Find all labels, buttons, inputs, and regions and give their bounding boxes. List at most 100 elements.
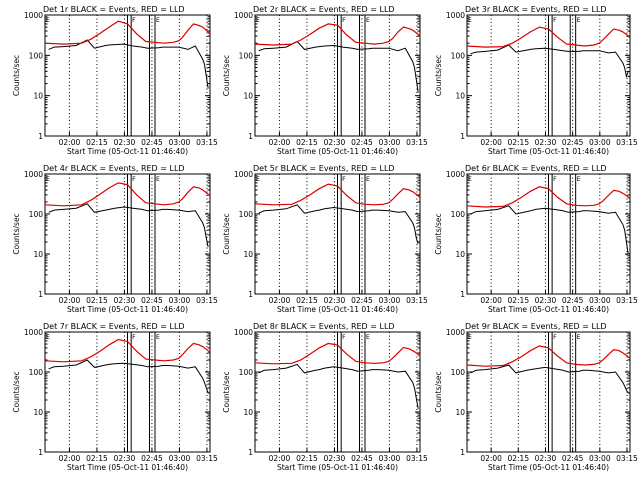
flag-label: F xyxy=(342,176,346,183)
x-tick-label: 02:45 xyxy=(562,454,584,463)
y-tick-label: 100 xyxy=(451,51,466,60)
events-series-line xyxy=(470,205,629,255)
x-tick-label: 02:00 xyxy=(480,454,502,463)
lld-series-line xyxy=(44,182,211,207)
plot-frame xyxy=(44,173,211,295)
detector-panel: Det 4r BLACK = Events, RED = LLD F E E 1 10 10… xyxy=(12,164,218,314)
x-tick-label: 03:15 xyxy=(406,454,428,463)
detector-panel: Det 5r BLACK = Events, RED = LLD F E E 1 10 10… xyxy=(222,164,428,314)
panel-title: Det 5r BLACK = Events, RED = LLD xyxy=(253,164,395,173)
events-series-line xyxy=(48,203,209,248)
y-tick-label: 1 xyxy=(248,290,253,299)
events-series-line xyxy=(48,39,209,89)
lld-series-line xyxy=(254,23,421,46)
detector-panel: Det 7r BLACK = Events, RED = LLD F E E 1 10 10… xyxy=(12,322,218,472)
y-tick-label: 10 xyxy=(243,92,253,101)
events-series-line xyxy=(258,204,419,244)
lld-series-line xyxy=(466,345,631,367)
x-tick-label: 02:15 xyxy=(296,296,318,305)
flag-label: E xyxy=(577,334,581,341)
y-tick-label: 1 xyxy=(460,290,465,299)
y-tick-label: 1000 xyxy=(446,328,465,337)
x-axis-label: Start Time (05-Oct-11 01:46:40) xyxy=(488,305,609,314)
y-tick-label: 1 xyxy=(38,290,43,299)
detector-panel: Det 3r BLACK = Events, RED = LLD F E E 1 10 10… xyxy=(434,5,638,156)
y-tick-label: 1000 xyxy=(24,11,43,20)
x-tick-label: 03:15 xyxy=(196,296,218,305)
x-tick-label: 02:00 xyxy=(59,296,81,305)
x-tick-label: 02:45 xyxy=(351,454,373,463)
flag-label: F xyxy=(132,334,136,341)
x-tick-label: 02:00 xyxy=(269,454,291,463)
x-tick-label: 02:30 xyxy=(324,454,346,463)
y-axis-label: Counts/sec xyxy=(222,55,231,96)
y-tick-label: 1000 xyxy=(234,11,253,20)
events-series-line xyxy=(258,40,419,93)
detector-panel: Det 6r BLACK = Events, RED = LLD F E E 1 10 10… xyxy=(434,164,638,314)
x-axis-label: Start Time (05-Oct-11 01:46:40) xyxy=(488,147,609,156)
x-tick-label: 02:15 xyxy=(86,454,108,463)
x-tick-label: 02:30 xyxy=(114,296,136,305)
lld-series-line xyxy=(254,342,421,365)
x-axis-label: Start Time (05-Oct-11 01:46:40) xyxy=(277,147,398,156)
plot-frame xyxy=(254,14,421,137)
y-tick-label: 1 xyxy=(248,448,253,457)
flag-label: E xyxy=(366,334,370,341)
x-tick-label: 03:15 xyxy=(616,138,638,147)
x-tick-label: 03:00 xyxy=(589,454,611,463)
panel-title: Det 1r BLACK = Events, RED = LLD xyxy=(43,5,185,14)
x-tick-label: 03:00 xyxy=(379,454,401,463)
x-tick-label: 02:30 xyxy=(114,454,136,463)
x-tick-label: 02:15 xyxy=(507,296,529,305)
flag-label: F xyxy=(553,334,557,341)
x-tick-label: 02:00 xyxy=(59,454,81,463)
y-tick-label: 1000 xyxy=(24,328,43,337)
plot-frame xyxy=(466,173,631,295)
x-tick-label: 03:00 xyxy=(379,296,401,305)
x-tick-label: 02:15 xyxy=(86,138,108,147)
flag-label: F xyxy=(553,176,557,183)
x-axis-label: Start Time (05-Oct-11 01:46:40) xyxy=(488,463,609,472)
flag-label: E xyxy=(468,176,472,183)
lld-series-line xyxy=(44,338,211,363)
flag-label: E xyxy=(46,176,50,183)
events-series-line xyxy=(470,44,629,79)
x-tick-label: 03:15 xyxy=(616,296,638,305)
x-tick-label: 03:00 xyxy=(379,138,401,147)
flag-label: E xyxy=(577,176,581,183)
y-axis-label: Counts/sec xyxy=(12,371,21,412)
events-series-line xyxy=(258,363,419,409)
panel-title: Det 4r BLACK = Events, RED = LLD xyxy=(43,164,185,173)
y-axis-label: Counts/sec xyxy=(222,213,231,254)
flag-label: E xyxy=(46,334,50,341)
x-tick-label: 02:30 xyxy=(535,296,557,305)
plot-frame xyxy=(44,331,211,453)
x-tick-label: 02:45 xyxy=(351,296,373,305)
y-axis-label: Counts/sec xyxy=(12,55,21,96)
lld-series-line xyxy=(466,186,631,208)
flag-label: F xyxy=(132,17,136,24)
flag-label: F xyxy=(342,334,346,341)
x-tick-label: 02:30 xyxy=(114,138,136,147)
x-tick-label: 03:15 xyxy=(196,454,218,463)
flag-label: E xyxy=(468,17,472,24)
panel-title: Det 9r BLACK = Events, RED = LLD xyxy=(465,322,607,331)
plot-frame xyxy=(44,14,211,137)
x-axis-label: Start Time (05-Oct-11 01:46:40) xyxy=(67,147,188,156)
y-tick-label: 100 xyxy=(451,368,466,377)
panel-title: Det 7r BLACK = Events, RED = LLD xyxy=(43,322,185,331)
flag-label: E xyxy=(256,334,260,341)
flag-label: E xyxy=(156,17,160,24)
lld-series-line xyxy=(466,26,631,48)
x-tick-label: 02:15 xyxy=(296,454,318,463)
flag-label: E xyxy=(256,176,260,183)
x-axis-label: Start Time (05-Oct-11 01:46:40) xyxy=(67,463,188,472)
flag-label: E xyxy=(366,176,370,183)
panel-title: Det 2r BLACK = Events, RED = LLD xyxy=(253,5,395,14)
y-tick-label: 1000 xyxy=(234,170,253,179)
flag-label: E xyxy=(256,17,260,24)
y-tick-label: 10 xyxy=(455,92,465,101)
flag-label: E xyxy=(577,17,581,24)
y-tick-label: 100 xyxy=(239,368,254,377)
